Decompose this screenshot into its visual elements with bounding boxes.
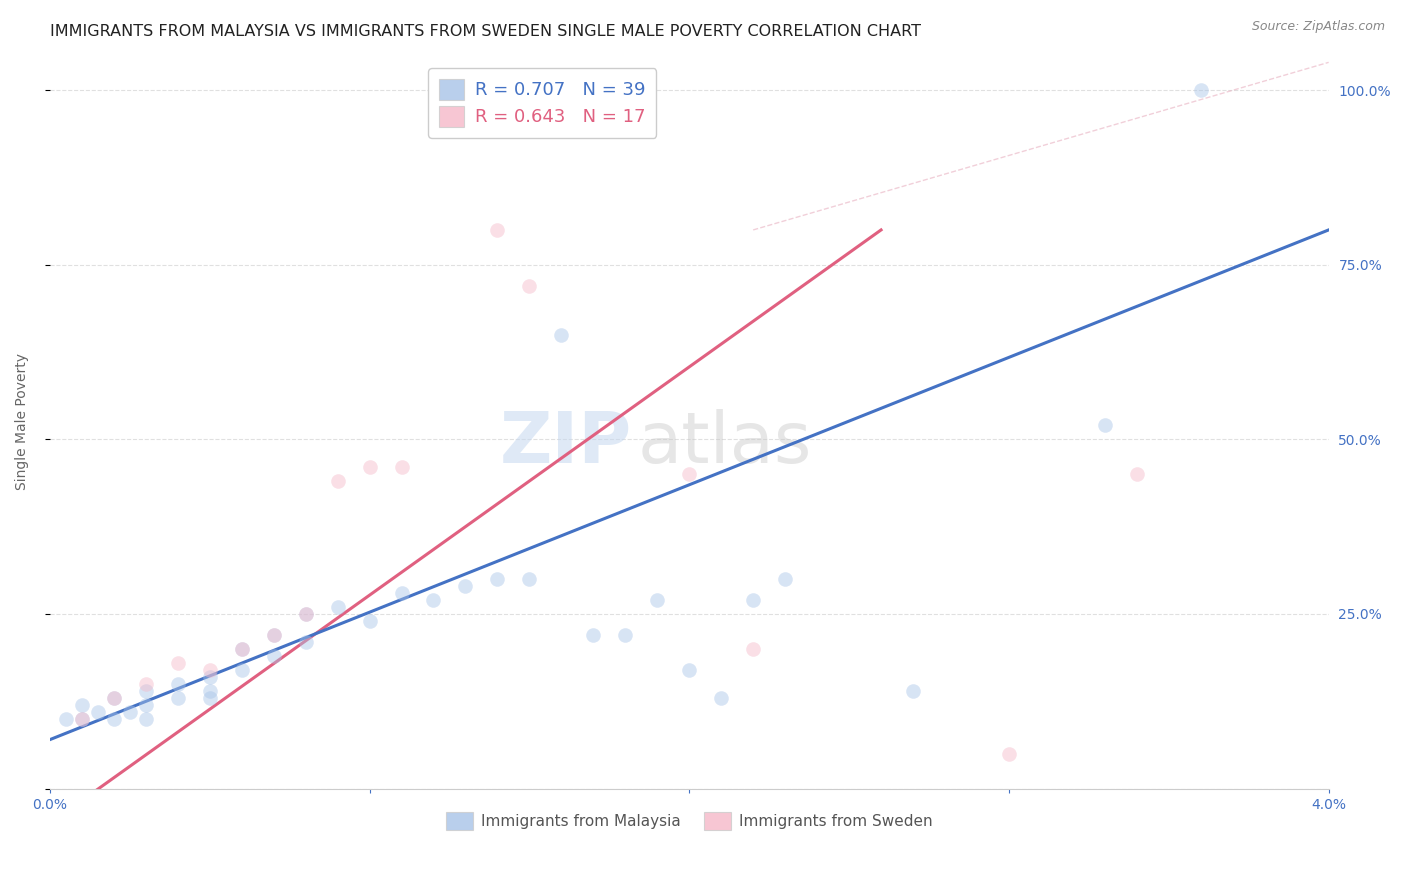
Point — [135, 683, 157, 698]
Point — [519, 572, 541, 586]
Point — [742, 641, 765, 656]
Point — [614, 628, 637, 642]
Point — [486, 223, 509, 237]
Point — [645, 593, 668, 607]
Point — [294, 607, 316, 621]
Point — [678, 663, 700, 677]
Y-axis label: Single Male Poverty: Single Male Poverty — [15, 353, 30, 491]
Text: ZIP: ZIP — [499, 409, 631, 478]
Point — [231, 641, 253, 656]
Point — [70, 712, 93, 726]
Point — [263, 628, 285, 642]
Point — [166, 677, 188, 691]
Point — [55, 712, 77, 726]
Point — [1189, 83, 1212, 97]
Point — [582, 628, 605, 642]
Point — [231, 641, 253, 656]
Point — [103, 690, 125, 705]
Point — [742, 593, 765, 607]
Point — [198, 670, 221, 684]
Point — [135, 698, 157, 712]
Point — [103, 690, 125, 705]
Point — [198, 663, 221, 677]
Point — [326, 475, 349, 489]
Point — [231, 663, 253, 677]
Point — [294, 607, 316, 621]
Point — [359, 460, 381, 475]
Text: IMMIGRANTS FROM MALAYSIA VS IMMIGRANTS FROM SWEDEN SINGLE MALE POVERTY CORRELATI: IMMIGRANTS FROM MALAYSIA VS IMMIGRANTS F… — [49, 24, 921, 39]
Point — [1094, 418, 1116, 433]
Point — [422, 593, 444, 607]
Point — [263, 628, 285, 642]
Point — [70, 698, 93, 712]
Point — [103, 712, 125, 726]
Point — [710, 690, 733, 705]
Point — [359, 614, 381, 628]
Point — [70, 712, 93, 726]
Point — [391, 460, 413, 475]
Point — [294, 635, 316, 649]
Point — [486, 572, 509, 586]
Point — [901, 683, 924, 698]
Point — [198, 690, 221, 705]
Point — [135, 677, 157, 691]
Point — [326, 599, 349, 614]
Point — [87, 705, 110, 719]
Point — [166, 690, 188, 705]
Point — [550, 327, 572, 342]
Point — [198, 683, 221, 698]
Point — [519, 278, 541, 293]
Point — [166, 656, 188, 670]
Point — [1126, 467, 1149, 482]
Text: atlas: atlas — [638, 409, 813, 478]
Point — [135, 712, 157, 726]
Point — [773, 572, 796, 586]
Point — [391, 586, 413, 600]
Text: Source: ZipAtlas.com: Source: ZipAtlas.com — [1251, 20, 1385, 33]
Legend: Immigrants from Malaysia, Immigrants from Sweden: Immigrants from Malaysia, Immigrants fro… — [440, 806, 939, 836]
Point — [454, 579, 477, 593]
Point — [118, 705, 141, 719]
Point — [263, 648, 285, 663]
Point — [998, 747, 1021, 761]
Point — [678, 467, 700, 482]
